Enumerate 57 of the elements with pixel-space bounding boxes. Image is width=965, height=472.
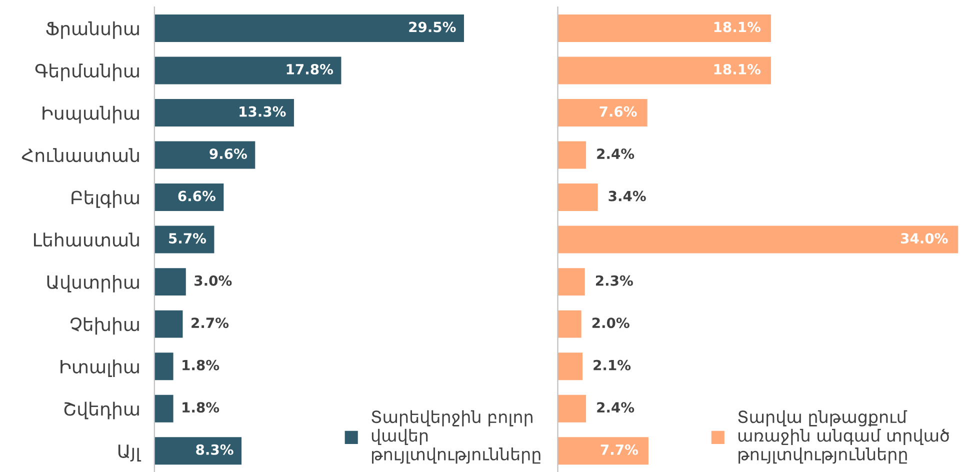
y-tick-label: Այլ xyxy=(118,444,142,462)
data-label: 2.4% xyxy=(597,148,634,160)
y-tick-label: Շվեդիա xyxy=(64,402,139,420)
y-tick-label: Ավստրիա xyxy=(47,274,139,292)
data-label: 2.1% xyxy=(594,360,631,370)
bar xyxy=(154,184,224,212)
data-label: 1.8% xyxy=(182,402,220,413)
data-label: 6.6% xyxy=(178,190,216,202)
bar xyxy=(558,352,583,380)
data-label: 1.8% xyxy=(182,360,220,370)
bar xyxy=(558,437,648,465)
y-tick-label: Բելգիա xyxy=(72,190,139,208)
bar xyxy=(558,14,771,42)
data-label: 3.0% xyxy=(194,275,232,286)
bar xyxy=(154,226,214,254)
data-label: 18.1% xyxy=(714,64,761,75)
bar xyxy=(154,14,464,42)
bar xyxy=(558,184,598,212)
data-label: 13.3% xyxy=(240,106,286,117)
data-label: 17.8% xyxy=(286,64,334,75)
bar xyxy=(558,394,586,422)
y-tick-label: Գերմանիա xyxy=(35,64,139,82)
data-label: 29.5% xyxy=(409,22,456,32)
bar xyxy=(154,268,186,296)
data-label: 3.4% xyxy=(608,190,646,202)
y-tick-label: Իտալիա xyxy=(60,359,139,377)
bar xyxy=(154,394,174,422)
bar xyxy=(558,226,958,254)
y-tick-label: Լեհաստան xyxy=(34,232,139,247)
bar xyxy=(154,352,174,380)
data-label: 7.7% xyxy=(600,444,638,455)
data-label: 8.3% xyxy=(196,444,234,455)
y-tick-label: Չեխիա xyxy=(70,317,139,335)
bar xyxy=(154,437,242,465)
y-tick-label: Ֆրանսիա xyxy=(46,21,139,39)
bar xyxy=(558,99,648,126)
data-label: 2.0% xyxy=(592,318,630,328)
data-label: 34.0% xyxy=(900,233,948,244)
bar xyxy=(154,310,183,338)
legend-label: Տարվա ընթացքում առաջին անգամ տրված թույլտվությունները xyxy=(738,410,949,464)
bar xyxy=(558,310,582,338)
data-label: 18.1% xyxy=(714,22,761,32)
bar xyxy=(154,141,256,169)
legend-label: Տարեվերջին բոլոր վավեր թույլտվությունները xyxy=(372,410,540,464)
bar xyxy=(558,56,771,84)
bar xyxy=(154,56,342,84)
data-label: 5.7% xyxy=(169,233,206,244)
bar xyxy=(154,99,294,126)
y-tick-label: Իսպանիա xyxy=(42,106,139,124)
bar xyxy=(558,141,586,169)
data-label: 7.6% xyxy=(600,106,637,117)
data-label: 2.4% xyxy=(597,402,634,413)
y-tick-label: Հունաստան xyxy=(22,148,139,162)
data-label: 9.6% xyxy=(210,148,247,160)
bar xyxy=(558,268,585,296)
data-label: 2.7% xyxy=(192,318,229,328)
data-label: 2.3% xyxy=(596,275,633,286)
